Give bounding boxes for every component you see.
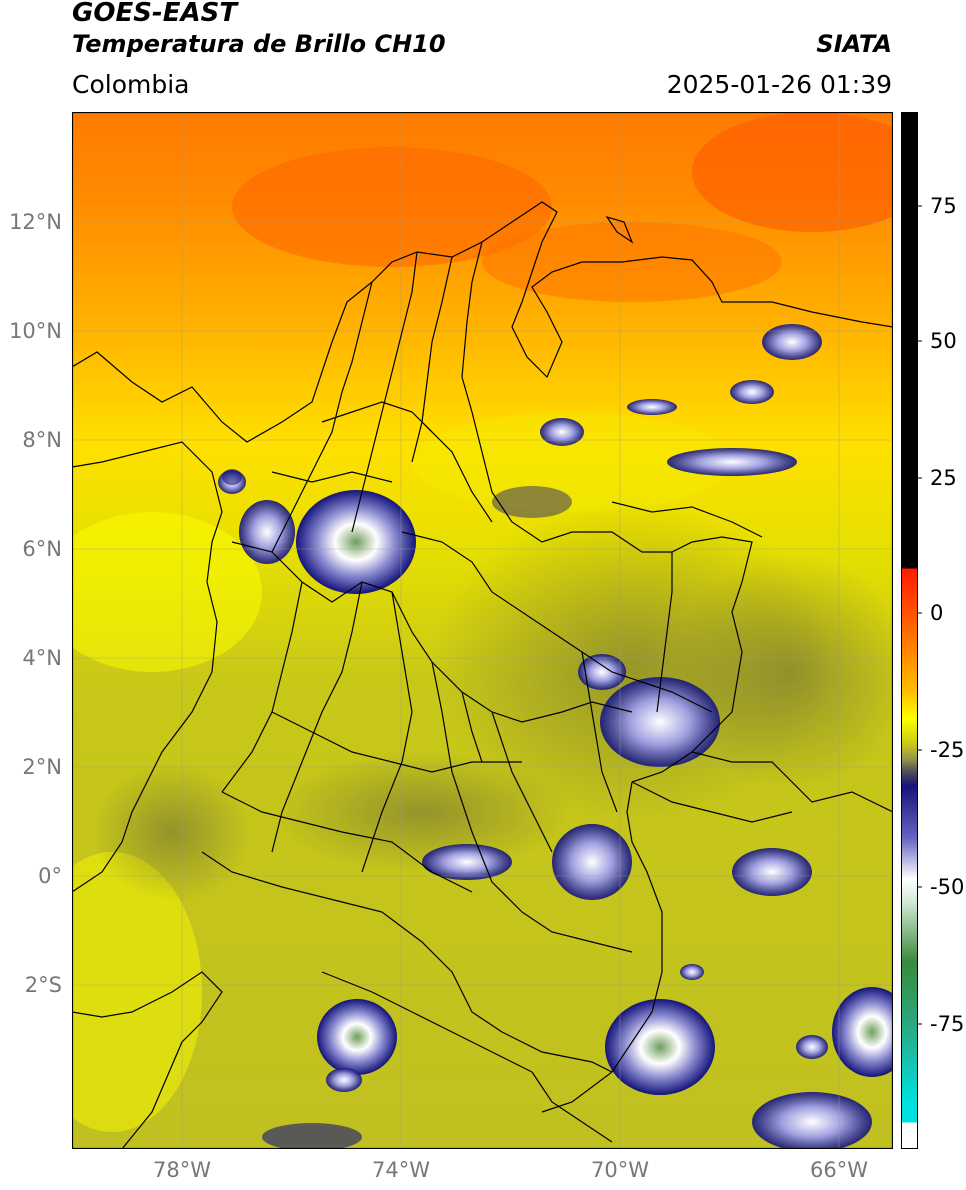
colorbar-tick-label: -50 — [930, 875, 965, 899]
lat-tick-label: 8°N — [22, 428, 62, 452]
colorbar-tick-label: 25 — [930, 466, 957, 490]
lon-tick-label: 70°W — [591, 1158, 649, 1182]
lon-tick-label: 78°W — [153, 1158, 211, 1182]
lat-tick-label: 4°N — [22, 646, 62, 670]
colorbar-tick-label: 75 — [930, 194, 957, 218]
agency-label: SIATA — [816, 30, 892, 58]
colorbar-tick-label: -75 — [930, 1012, 965, 1036]
map-frame — [72, 112, 893, 1149]
brightness-temperature-map — [72, 112, 893, 1149]
colorbar-tick-label: -25 — [930, 738, 965, 762]
satellite-title: GOES-EAST — [72, 0, 238, 28]
colorbar-tick-label: 0 — [930, 601, 944, 625]
graticule — [72, 112, 893, 1149]
lat-tick-label: 10°N — [9, 319, 62, 343]
lon-tick-label: 74°W — [372, 1158, 430, 1182]
product-title: Temperatura de Brillo CH10 — [72, 30, 446, 58]
lat-tick-label: 12°N — [9, 210, 62, 234]
lon-tick-label: 66°W — [810, 1158, 868, 1182]
lat-tick-label: 0° — [38, 864, 62, 888]
lat-tick-label: 6°N — [22, 537, 62, 561]
region-label: Colombia — [72, 70, 190, 99]
lat-tick-label: 2°S — [24, 973, 62, 997]
temperature-colorbar — [901, 112, 922, 1149]
lat-tick-label: 2°N — [22, 755, 62, 779]
datetime-label: 2025-01-26 01:39 — [666, 70, 892, 99]
colorbar-tick-label: 50 — [930, 329, 957, 353]
borders — [72, 201, 893, 1149]
